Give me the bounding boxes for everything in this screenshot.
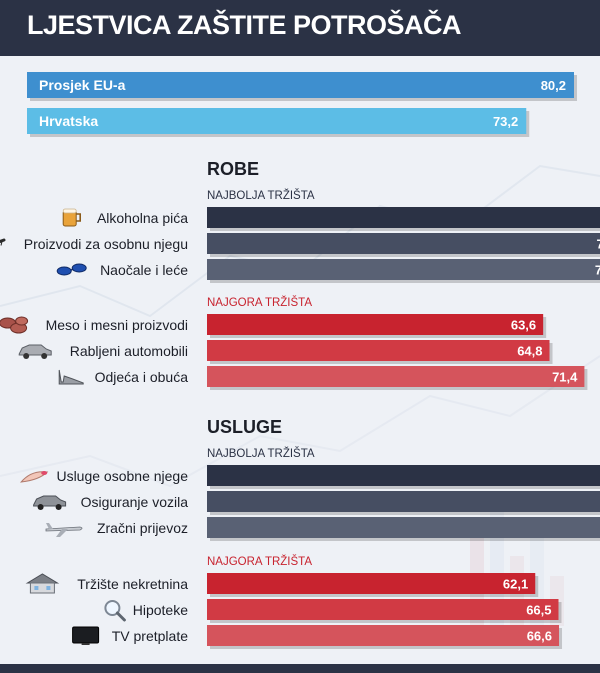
car-insurance-icon <box>33 495 67 510</box>
section-title: USLUGE <box>207 417 282 437</box>
bar-row: 71,4 <box>207 366 588 390</box>
bar <box>207 491 600 512</box>
category-label: Naočale i leće <box>100 262 188 278</box>
bar <box>207 465 600 486</box>
bar-row: 66,6 <box>207 625 563 649</box>
category-label: Osiguranje vozila <box>81 494 189 510</box>
bar-row: 62,1 <box>207 573 539 597</box>
house-icon <box>25 573 60 594</box>
category-label: TV pretplate <box>112 628 188 644</box>
bar <box>207 573 536 594</box>
bar-value-label: 79,8 <box>596 237 600 252</box>
bar-row: 80,9 <box>207 517 600 541</box>
summary-bar-eu: Prosjek EU-a 80,2 <box>27 72 577 101</box>
high-heel-shoe-icon <box>58 369 84 385</box>
bar <box>207 366 585 387</box>
category-label: Odjeća i obuća <box>95 369 189 385</box>
category-label: Hipoteke <box>133 602 188 618</box>
bar <box>207 599 559 620</box>
bar-row: 63,6 <box>207 314 547 338</box>
section-title: ROBE <box>207 159 259 179</box>
bar <box>207 259 600 280</box>
bar-row: 84,0 <box>207 465 600 489</box>
summary-bar-value: 73,2 <box>493 114 518 129</box>
footer-strip <box>0 664 600 673</box>
category-label: Rabljeni automobili <box>70 343 188 359</box>
category-label: Tržište nekretnina <box>77 576 188 592</box>
tv-icon <box>72 626 100 645</box>
bar-value-label: 62,1 <box>503 577 528 592</box>
bar-value-label: 66,5 <box>526 603 551 618</box>
category-label: Meso i mesni proizvodi <box>46 317 188 333</box>
car-icon <box>18 344 52 359</box>
bar-value-label: 63,6 <box>511 318 536 333</box>
comb-icon <box>0 238 6 246</box>
bar-row: 79,5 <box>207 259 600 283</box>
bar-value-label: 79,5 <box>595 263 600 278</box>
subheading-worst-markets: NAJGORA TRŽIŠTA <box>207 555 312 568</box>
bar <box>27 108 527 134</box>
summary-bar-label: Hrvatska <box>39 113 98 129</box>
subheading-best-markets: NAJBOLJA TRŽIŠTA <box>207 447 315 460</box>
bar <box>207 314 544 335</box>
bar <box>207 625 560 646</box>
nail-polish-icon <box>20 471 49 483</box>
bar <box>207 207 600 228</box>
airplane-icon <box>45 523 83 537</box>
category-label: Alkoholna pića <box>97 210 188 226</box>
bar-value-label: 71,4 <box>552 370 578 385</box>
subheading-worst-markets: NAJGORA TRŽIŠTA <box>207 296 312 309</box>
bar-row: 64,8 <box>207 340 553 364</box>
beer-mug-icon <box>62 208 81 227</box>
category-label: Zračni prijevoz <box>97 520 188 536</box>
header: LJESTVICA ZAŠTITE POTROŠAČA <box>0 0 600 56</box>
summary-bar-label: Prosjek EU-a <box>39 77 126 93</box>
subheading-best-markets: NAJBOLJA TRŽIŠTA <box>207 189 315 202</box>
bar <box>207 517 600 538</box>
category-label: Usluge osobne njege <box>56 468 188 484</box>
sausages-icon <box>0 316 29 334</box>
summary-bar-value: 80,2 <box>541 78 566 93</box>
bar-value-label: 64,8 <box>517 344 542 359</box>
magnifier-icon <box>104 600 126 622</box>
bar <box>27 72 574 98</box>
category-label: Proizvodi za osobnu njegu <box>24 236 188 252</box>
bar <box>207 340 550 361</box>
summary-bar-hr: Hrvatska 73,2 <box>27 108 530 137</box>
bar <box>207 233 600 254</box>
bar-row: 79,8 <box>207 233 600 257</box>
bar-row: 66,5 <box>207 599 562 623</box>
sunglasses-icon <box>56 263 87 276</box>
page-title: LJESTVICA ZAŠTITE POTROŠAČA <box>27 10 462 40</box>
bar-value-label: 66,6 <box>527 629 552 644</box>
bar-row: 81,2 <box>207 207 600 231</box>
bar-row: 81,2 <box>207 491 600 515</box>
